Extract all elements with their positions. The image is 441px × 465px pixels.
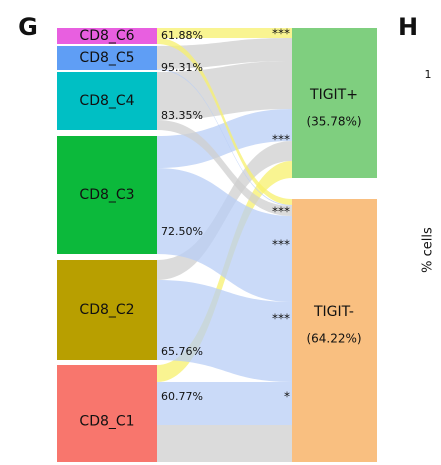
flow [157,280,292,382]
node-percent: (35.78%) [306,115,361,129]
panel-letter: G [18,13,38,41]
significance: * [284,390,290,404]
flow [157,28,292,38]
flows [157,28,292,462]
significance: *** [272,238,290,252]
flow [157,168,292,302]
flow [157,382,292,425]
significance: *** [272,205,290,219]
node-label: CD8_C3 [79,187,134,203]
node [292,28,377,178]
nodes: CD8_C6 61.88% *** CD8_C5 95.31% *** CD8_C4 83.3… [57,27,377,462]
panel-letter: H [398,13,418,41]
node-label: TIGIT+ [309,87,358,103]
node-label: CD8_C5 [79,50,134,66]
node [57,136,157,254]
significance: *** [272,312,290,326]
flow [157,120,292,216]
node [57,28,157,44]
percent-label: 95.31% [161,61,203,74]
node [57,46,157,70]
node-label: CD8_C1 [79,414,134,430]
percent-label: 83.35% [161,109,203,122]
node-label: CD8_C2 [79,302,134,318]
node [57,365,157,462]
flow [157,38,292,205]
node-percent: (64.22%) [306,332,361,346]
node [57,260,157,360]
percent-label: 65.76% [161,345,203,358]
flow [157,109,292,168]
significance: *** [272,133,290,147]
percent-label: 61.88% [161,29,203,42]
percent-label: 60.77% [161,390,203,403]
node-label: TIGIT- [313,304,354,320]
flow [157,61,292,120]
node-label: CD8_C6 [79,28,134,44]
axis-label: % cells [421,227,436,273]
significance: *** [272,27,290,41]
flow [157,38,292,69]
node [57,72,157,130]
node [292,199,377,462]
node-label: CD8_C4 [79,93,134,109]
percent-label: 72.50% [161,225,203,238]
flow [157,425,292,462]
axis-tick: 1 [425,68,432,81]
